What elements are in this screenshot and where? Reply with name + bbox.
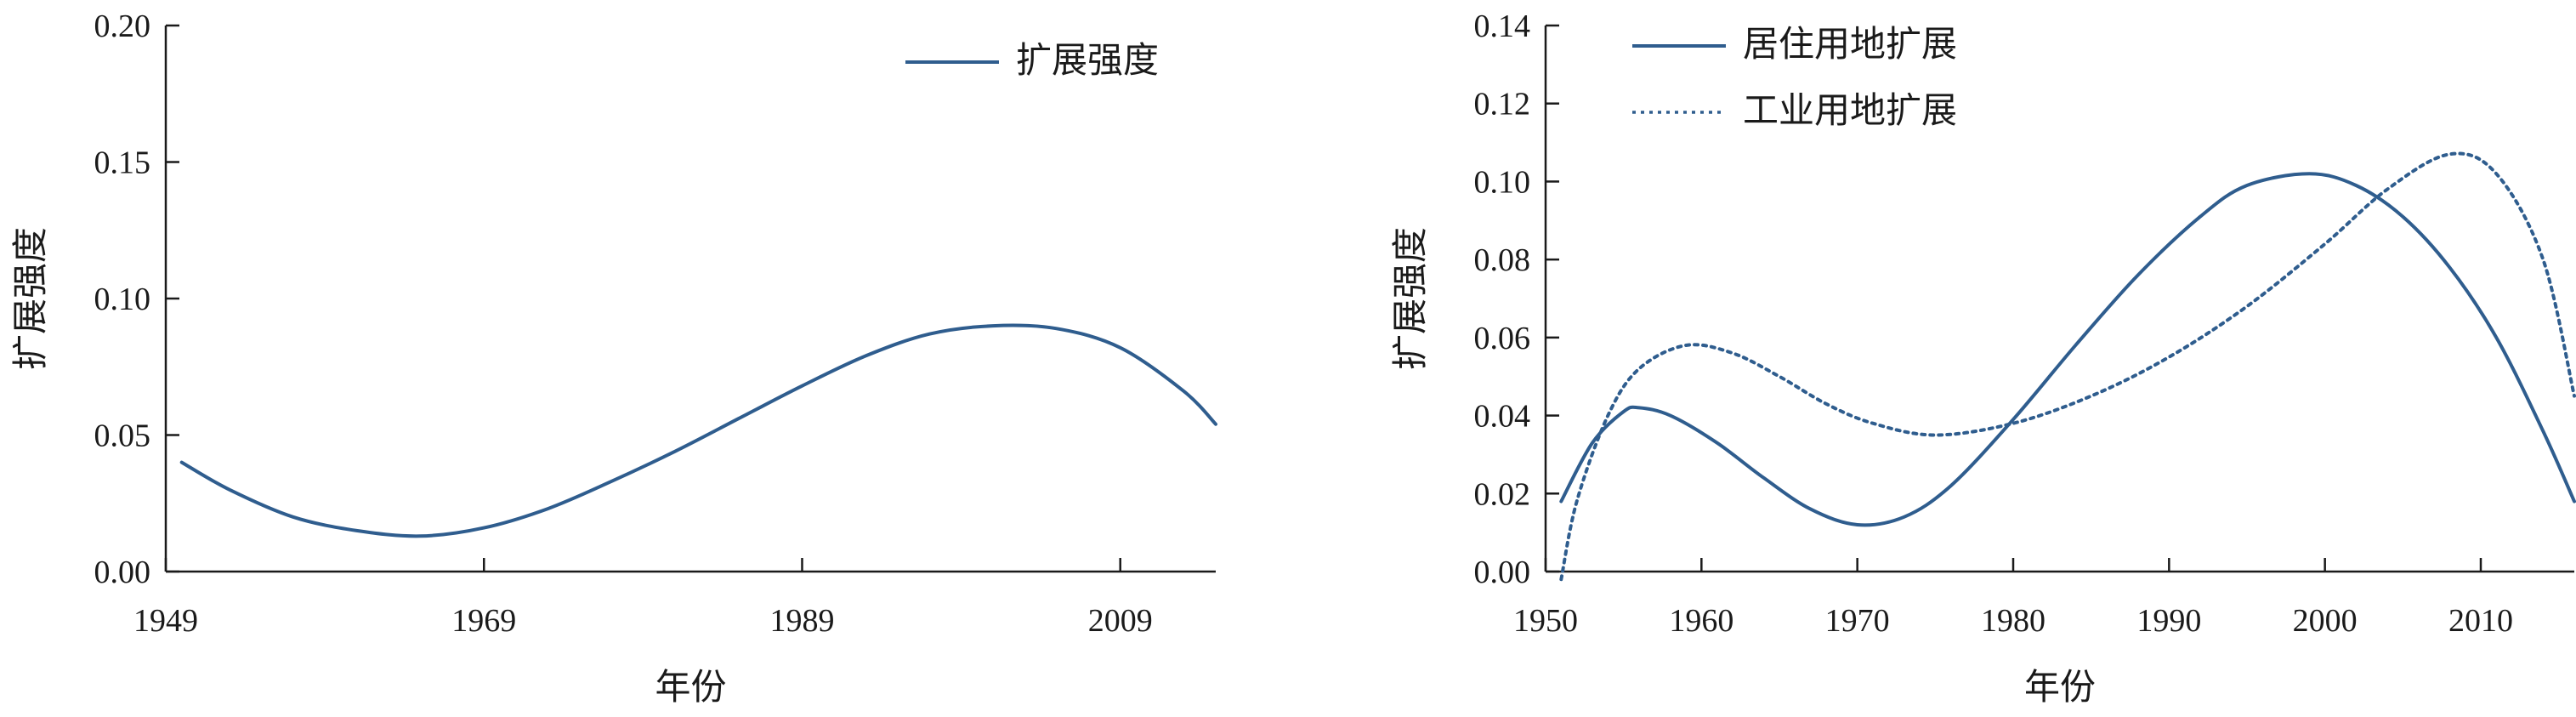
- x-tick-label: 1969: [451, 603, 516, 639]
- x-tick-label: 1949: [133, 603, 198, 639]
- legend-label-1: 居住用地扩展: [1743, 26, 1957, 65]
- x-tick-label: 2000: [2293, 603, 2358, 639]
- y-tick-label: 0.04: [1474, 399, 1531, 435]
- x-tick-label: 1989: [769, 603, 834, 639]
- chart-right-landuse-expansion: 0.00 0.02 0.04 0.06 0.08 0.10 0.12 0.14 1950 1960…: [1392, 9, 2576, 708]
- x-axis-title: 年份: [655, 668, 726, 708]
- series-line-1: [1559, 172, 2576, 527]
- y-tick-label: 0.10: [1474, 164, 1531, 200]
- x-axis-title: 年份: [2024, 668, 2096, 708]
- series-line-1: [179, 323, 1217, 538]
- legend-label-2: 工业用地扩展: [1743, 92, 1957, 131]
- y-tick-label: 0.00: [94, 555, 151, 590]
- x-tick-label: 2010: [2448, 603, 2513, 639]
- y-tick-label: 0.12: [1474, 87, 1531, 122]
- chart-left-expansion-intensity: 0.00 0.05 0.10 0.15 0.20 1949 1969 1989 2009 年份 扩展…: [12, 9, 1217, 708]
- y-tick-label: 0.00: [1474, 555, 1531, 590]
- y-tick-label: 0.02: [1474, 476, 1531, 512]
- x-tick-label: 1950: [1513, 603, 1578, 639]
- y-tick-label: 0.14: [1474, 9, 1531, 44]
- legend-label-1: 扩展强度: [1016, 42, 1159, 81]
- y-axis-title: 扩展强度: [1392, 227, 1431, 370]
- y-tick-label: 0.06: [1474, 321, 1531, 356]
- x-tick-label: 1970: [1825, 603, 1890, 639]
- series-line-2: [1559, 151, 2576, 582]
- y-axis-title: 扩展强度: [12, 227, 51, 370]
- x-tick-label: 1960: [1669, 603, 1733, 639]
- x-tick-label: 1990: [2136, 603, 2201, 639]
- y-tick-label: 0.15: [94, 145, 151, 181]
- y-tick-label: 0.10: [94, 282, 151, 317]
- y-tick-label: 0.20: [94, 9, 151, 44]
- x-tick-label: 2009: [1088, 603, 1153, 639]
- y-tick-label: 0.08: [1474, 242, 1531, 278]
- y-tick-label: 0.05: [94, 418, 151, 454]
- x-tick-label: 1980: [1981, 603, 2045, 639]
